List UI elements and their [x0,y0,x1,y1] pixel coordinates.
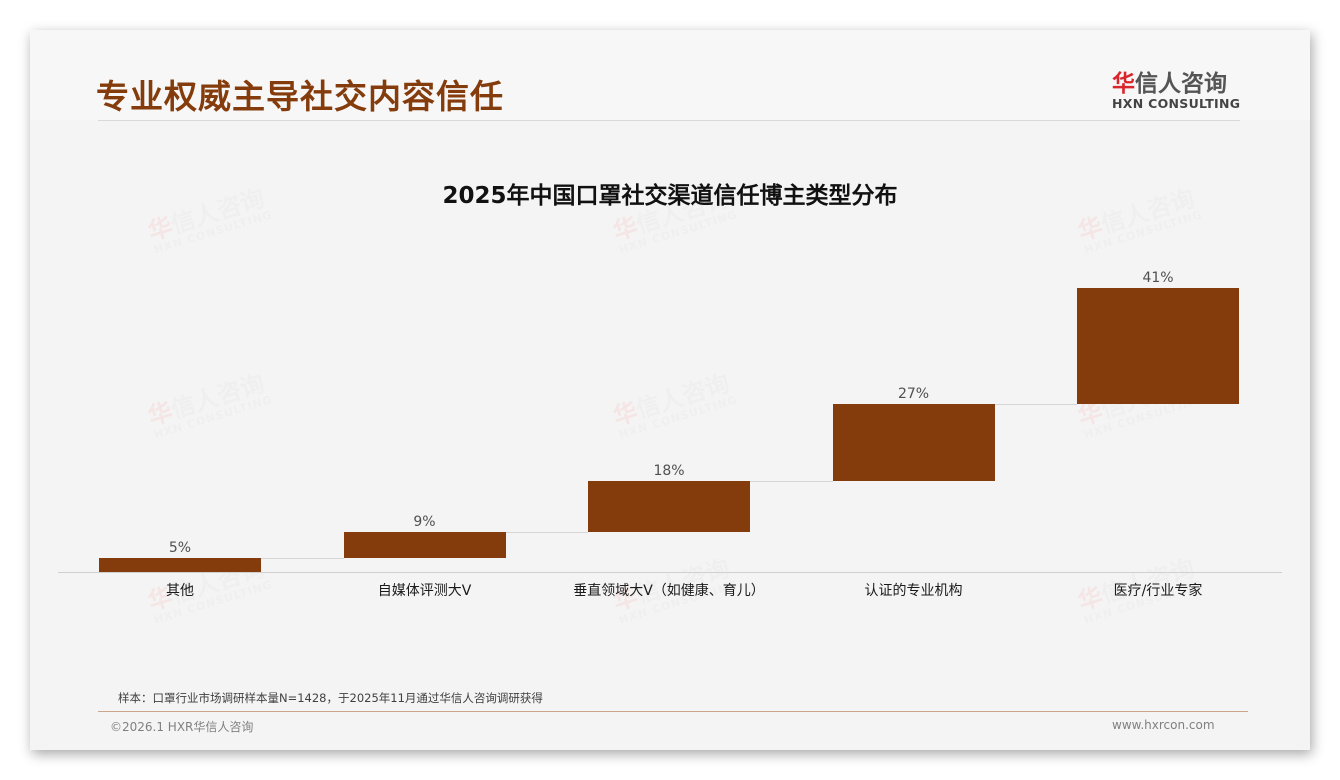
waterfall-chart: 5% 其他 9% 自媒体评测大V 18% 垂直领域大V（如健康、育儿） 27% 认证的专业机构… [30,30,1310,750]
connector-line [261,557,344,559]
header-divider [98,120,1240,121]
header-band [30,30,1310,120]
category-label: 垂直领域大V（如健康、育儿） [573,583,765,599]
bar [343,532,506,558]
copyright: ©2026.1 HXR华信人咨询 [110,720,254,734]
data-label: 18% [653,463,685,480]
footer-divider [98,711,1248,712]
logo-cn-red: 华 [1112,71,1135,97]
connector-line [505,532,588,534]
chart-title: 2025年中国口罩社交渠道信任博主类型分布 [442,183,898,209]
data-label: 9% [413,514,436,531]
bar [99,557,261,572]
bar [588,481,750,533]
website-link[interactable]: www.hxrcon.com [1112,718,1215,732]
data-label: 41% [1142,270,1174,286]
category-label: 其他 [166,583,194,599]
company-logo: 华信人咨询 HXN CONSULTING [1112,64,1242,111]
data-label: 5% [168,539,192,556]
category-label: 认证的专业机构 [864,583,963,599]
connector-line [750,481,833,483]
bar [832,404,995,482]
page-title: 专业权威主导社交内容信任 [96,77,504,116]
source-note: 样本：口罩行业市场调研样本量N=1428，于2025年11月通过华信人咨询调研获… [118,691,543,705]
bar [1077,288,1239,405]
category-label: 医疗/行业专家 [1113,583,1203,599]
x-axis-line [58,572,1282,573]
category-label: 自媒体评测大V [377,583,472,599]
data-label: 27% [897,386,930,403]
logo-cn-rest: 信人咨询 [1135,71,1227,97]
logo-en: HXN CONSULTING [1112,96,1241,111]
connector-line [994,404,1077,406]
logo-cn: 华信人咨询 [1112,64,1242,98]
slide: 专业权威主导社交内容信任 华信人咨询 HXN CONSULTING 华信人咨询 H… [30,30,1310,750]
